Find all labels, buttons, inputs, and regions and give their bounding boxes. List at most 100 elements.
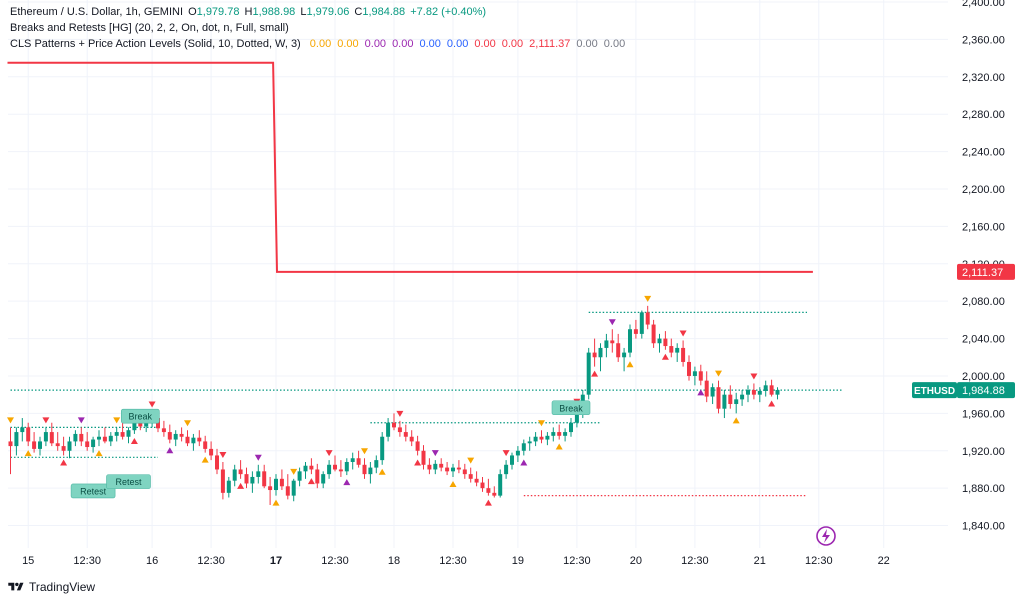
candle-body (510, 455, 514, 465)
candle-body (356, 458, 361, 465)
signal-triangle-down (290, 468, 298, 475)
signal-triangle-up (626, 361, 634, 368)
signal-triangle-down (254, 454, 262, 461)
candle-body (97, 436, 101, 440)
annotation-box (70, 483, 116, 499)
y-tick-label: 2,320.00 (962, 72, 1005, 84)
x-tick-label: 12:30 (563, 555, 591, 567)
y-tick-label: 2,280.00 (962, 109, 1005, 121)
change-value: +7.82 (+0.40%) (410, 6, 487, 18)
candle-body (297, 471, 302, 481)
candle-body (669, 346, 674, 353)
candle-body (427, 464, 432, 470)
candle-body (173, 433, 178, 440)
signal-triangle-up (95, 450, 103, 457)
candle-body (215, 455, 219, 470)
candle-body (775, 389, 780, 395)
candle-body (645, 312, 650, 325)
candle-body (132, 422, 137, 431)
legend-row-indicator-breaks[interactable]: Breaks and Retests [HG] (20, 2, 2, On, d… (10, 20, 625, 36)
candle-body (73, 433, 78, 442)
signal-triangle-up (520, 459, 528, 466)
low-value: 1,979.06 (306, 6, 350, 18)
candle-body (368, 467, 373, 475)
y-tick-label: 2,240.00 (962, 147, 1005, 159)
signal-triangle-up (414, 459, 422, 466)
candle-body (279, 478, 284, 487)
y-tick-label: 1,960.00 (962, 408, 1005, 420)
signal-triangle-down (77, 417, 85, 424)
candle-body (315, 469, 320, 484)
signal-triangle-down (113, 417, 121, 424)
candle-body (85, 441, 90, 448)
candle-body (167, 432, 172, 440)
signal-triangle-up (555, 443, 563, 450)
candle-body (20, 427, 25, 433)
candle-body (545, 435, 550, 440)
candle-body (769, 385, 774, 395)
high-label: H (244, 6, 253, 18)
indicator-value: 0.00 (474, 38, 496, 50)
candle-body (203, 441, 208, 449)
low-label: L (300, 6, 307, 18)
signal-triangle-down (608, 319, 616, 326)
signal-triangle-up (697, 389, 705, 396)
brand-name: TradingView (29, 580, 96, 594)
signal-triangle-down (361, 448, 368, 455)
candle-body (563, 432, 568, 436)
y-tick-label: 2,160.00 (962, 221, 1005, 233)
candle-body (38, 441, 42, 449)
symbol-title: Ethereum / U.S. Dollar, 1h, GEMINI (10, 6, 184, 18)
candle-body (403, 432, 408, 437)
candle-body (433, 463, 438, 470)
candle-body (675, 347, 680, 353)
candle-body (421, 450, 426, 465)
candle-body (533, 436, 538, 442)
legend-row-indicator-cls[interactable]: CLS Patterns + Price Action Levels (Soli… (10, 36, 625, 52)
signal-triangle-up (24, 450, 32, 457)
candle-body (498, 474, 503, 496)
candle-body (102, 436, 107, 442)
signal-triangle-up (378, 468, 386, 475)
candle-body (67, 441, 72, 451)
candle-body (586, 352, 591, 395)
indicator-value: 0.00 (337, 38, 359, 50)
x-tick-label: 22 (878, 555, 890, 567)
price-tag (957, 263, 1015, 280)
x-tick-label: 18 (388, 555, 400, 567)
candle-body (569, 422, 573, 433)
candle-body (197, 437, 202, 442)
signal-triangle-up (272, 499, 280, 506)
annotation-label: Break (559, 403, 583, 413)
candle-body (179, 433, 184, 437)
candle-body (285, 486, 290, 496)
signal-triangle-down (219, 451, 227, 458)
indicator-cls-patterns: CLS Patterns + Price Action Levels (Soli… (10, 38, 301, 50)
x-tick-label: 12:30 (681, 555, 709, 567)
candle-body (598, 347, 603, 358)
candle-body (49, 432, 54, 444)
candle-body (327, 464, 332, 475)
x-tick-label: 12:30 (805, 555, 833, 567)
candle-body (397, 427, 402, 433)
candle-body (268, 486, 273, 491)
tradingview-logo-icon (8, 582, 24, 591)
annotation-label: Retest (115, 477, 142, 487)
candle-body (474, 478, 479, 483)
y-tick-label: 1,840.00 (962, 521, 1005, 533)
candle-body (763, 385, 768, 391)
signal-triangle-down (644, 295, 652, 302)
indicator-value: 0.00 (446, 38, 469, 50)
candle-body (633, 329, 638, 334)
candle-body (439, 463, 444, 468)
legend-row-symbol[interactable]: Ethereum / U.S. Dollar, 1h, GEMINI O1,97… (10, 4, 625, 20)
y-tick-label: 2,400.00 (962, 0, 1005, 9)
candle-body (692, 371, 697, 376)
level-step-line (7, 61, 813, 273)
x-tick-label: 21 (754, 555, 766, 567)
candle-body (238, 469, 243, 475)
footer-brand[interactable]: TradingView (8, 580, 95, 594)
candle-body (539, 436, 544, 440)
close-value: 1,984.88 (362, 6, 406, 18)
